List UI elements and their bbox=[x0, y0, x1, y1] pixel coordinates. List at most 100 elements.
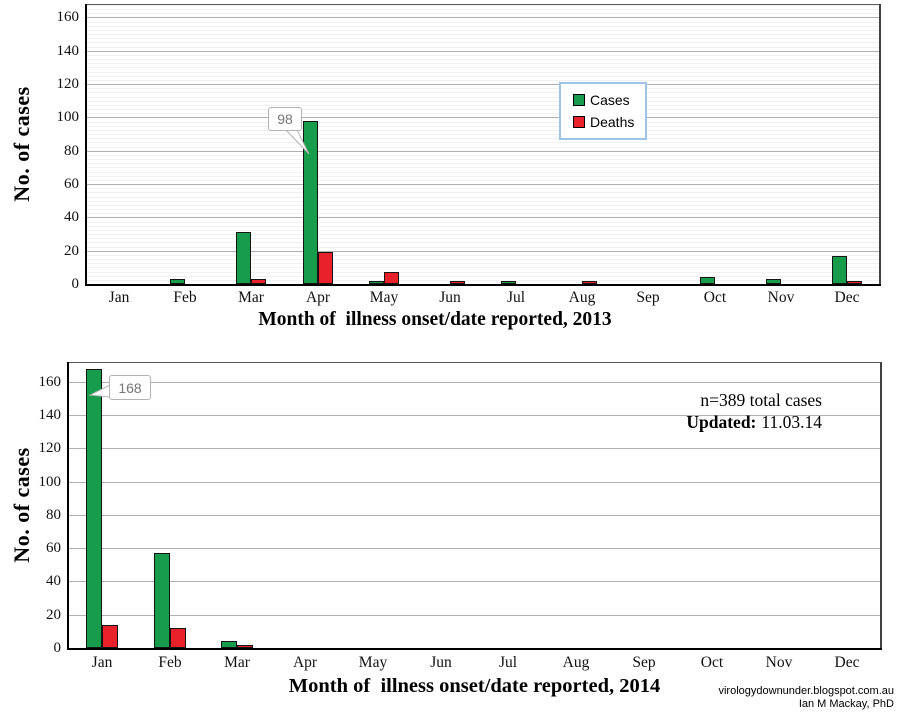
x-tick-label-Dec: Dec bbox=[834, 289, 860, 306]
minor-gridline bbox=[86, 76, 880, 77]
major-gridline bbox=[86, 251, 880, 252]
x-tick-label-May: May bbox=[358, 654, 388, 671]
y-tick-label: 100 bbox=[38, 474, 62, 490]
minor-gridline bbox=[86, 176, 880, 177]
bar-cases-May bbox=[369, 281, 384, 284]
major-gridline bbox=[68, 515, 881, 516]
minor-gridline bbox=[86, 263, 880, 264]
minor-gridline bbox=[86, 13, 880, 14]
chart-title-2014: Month of illness onset/date reported, 20… bbox=[288, 675, 661, 697]
minor-gridline bbox=[86, 276, 880, 277]
y-tick-label: 60 bbox=[64, 176, 79, 192]
y-axis-line bbox=[85, 4, 87, 286]
minor-gridline bbox=[86, 97, 880, 98]
y-tick-label: 40 bbox=[46, 573, 61, 589]
minor-gridline bbox=[86, 72, 880, 73]
y-tick-label: 20 bbox=[46, 607, 61, 623]
x-tick-label-Feb: Feb bbox=[158, 654, 182, 671]
footer-author: Ian M Mackay, PhD bbox=[798, 698, 894, 710]
x-tick-label-Feb: Feb bbox=[173, 289, 197, 306]
x-tick-label-Jan: Jan bbox=[91, 654, 113, 671]
minor-gridline bbox=[86, 172, 880, 173]
x-tick-label-Sep: Sep bbox=[632, 654, 656, 671]
minor-gridline bbox=[86, 209, 880, 210]
bar-cases-Feb bbox=[170, 279, 185, 284]
plot-border-top bbox=[68, 362, 881, 363]
x-tick-label-Oct: Oct bbox=[703, 289, 727, 306]
minor-gridline bbox=[86, 247, 880, 248]
bar-cases-Oct bbox=[700, 277, 715, 284]
minor-gridline bbox=[86, 109, 880, 110]
x-tick-label-Jul: Jul bbox=[506, 289, 526, 306]
minor-gridline bbox=[86, 255, 880, 256]
deaths-color-swatch bbox=[573, 116, 585, 128]
minor-gridline bbox=[86, 234, 880, 235]
bar-cases-Jul bbox=[501, 281, 516, 284]
major-gridline bbox=[86, 84, 880, 85]
footer-credit: virologydownunder.blogspot.com.au Ian M … bbox=[718, 685, 894, 711]
minor-gridline bbox=[86, 122, 880, 123]
minor-gridline bbox=[86, 230, 880, 231]
minor-gridline bbox=[86, 142, 880, 143]
minor-gridline bbox=[86, 63, 880, 64]
x-tick-label-Nov: Nov bbox=[765, 654, 793, 671]
minor-gridline bbox=[86, 130, 880, 131]
x-tick-label-Sep: Sep bbox=[636, 289, 660, 306]
bar-cases-Dec bbox=[832, 256, 847, 284]
minor-gridline bbox=[86, 147, 880, 148]
callout-98: 98 bbox=[268, 107, 302, 131]
minor-gridline bbox=[86, 155, 880, 156]
x-tick-label-Nov: Nov bbox=[767, 289, 795, 306]
footer-url: virologydownunder.blogspot.com.au bbox=[718, 685, 894, 697]
legend-item-cases: Cases bbox=[573, 92, 645, 108]
minor-gridline bbox=[86, 167, 880, 168]
minor-gridline bbox=[86, 201, 880, 202]
note-total-cases: n=389 total cases bbox=[700, 390, 822, 410]
minor-gridline bbox=[86, 5, 880, 6]
y-tick-label: 160 bbox=[38, 374, 62, 390]
minor-gridline bbox=[86, 55, 880, 56]
major-gridline bbox=[68, 581, 881, 582]
y-tick-label: 140 bbox=[38, 407, 62, 423]
major-gridline bbox=[68, 482, 881, 483]
y-tick-label: 120 bbox=[56, 76, 80, 92]
y-tick-label: 20 bbox=[64, 243, 79, 259]
x-tick-label-Jun: Jun bbox=[439, 289, 461, 306]
y-tick-label: 0 bbox=[71, 276, 80, 292]
minor-gridline bbox=[86, 113, 880, 114]
bar-deaths-Mar bbox=[237, 645, 253, 648]
y-tick-label: 120 bbox=[38, 440, 62, 456]
x-tick-label-Aug: Aug bbox=[568, 289, 596, 306]
bar-deaths-Feb bbox=[170, 628, 186, 648]
major-gridline bbox=[68, 415, 881, 416]
x-tick-label-Apr: Apr bbox=[305, 289, 331, 306]
bar-deaths-Apr bbox=[318, 252, 333, 284]
bar-deaths-Jun bbox=[450, 281, 465, 284]
minor-gridline bbox=[86, 188, 880, 189]
note-updated: Updated: 11.03.14 bbox=[686, 411, 822, 433]
major-gridline bbox=[68, 615, 881, 616]
bar-deaths-May bbox=[384, 272, 399, 284]
minor-gridline bbox=[86, 26, 880, 27]
major-gridline bbox=[86, 151, 880, 152]
bar-cases-Apr bbox=[303, 121, 318, 284]
minor-gridline bbox=[86, 42, 880, 43]
minor-gridline bbox=[86, 105, 880, 106]
plot-border-right bbox=[880, 362, 882, 648]
legend-deaths-label: Deaths bbox=[590, 114, 635, 130]
minor-gridline bbox=[86, 9, 880, 10]
y-tick-label: 80 bbox=[46, 507, 61, 523]
minor-gridline bbox=[86, 59, 880, 60]
bar-cases-Mar bbox=[236, 232, 251, 284]
bar-deaths-Aug bbox=[582, 281, 597, 284]
major-gridline bbox=[68, 448, 881, 449]
legend: Cases Deaths bbox=[559, 82, 647, 140]
minor-gridline bbox=[86, 80, 880, 81]
major-gridline bbox=[68, 548, 881, 549]
minor-gridline bbox=[86, 222, 880, 223]
minor-gridline bbox=[86, 163, 880, 164]
x-axis-line bbox=[85, 284, 881, 286]
minor-gridline bbox=[86, 34, 880, 35]
